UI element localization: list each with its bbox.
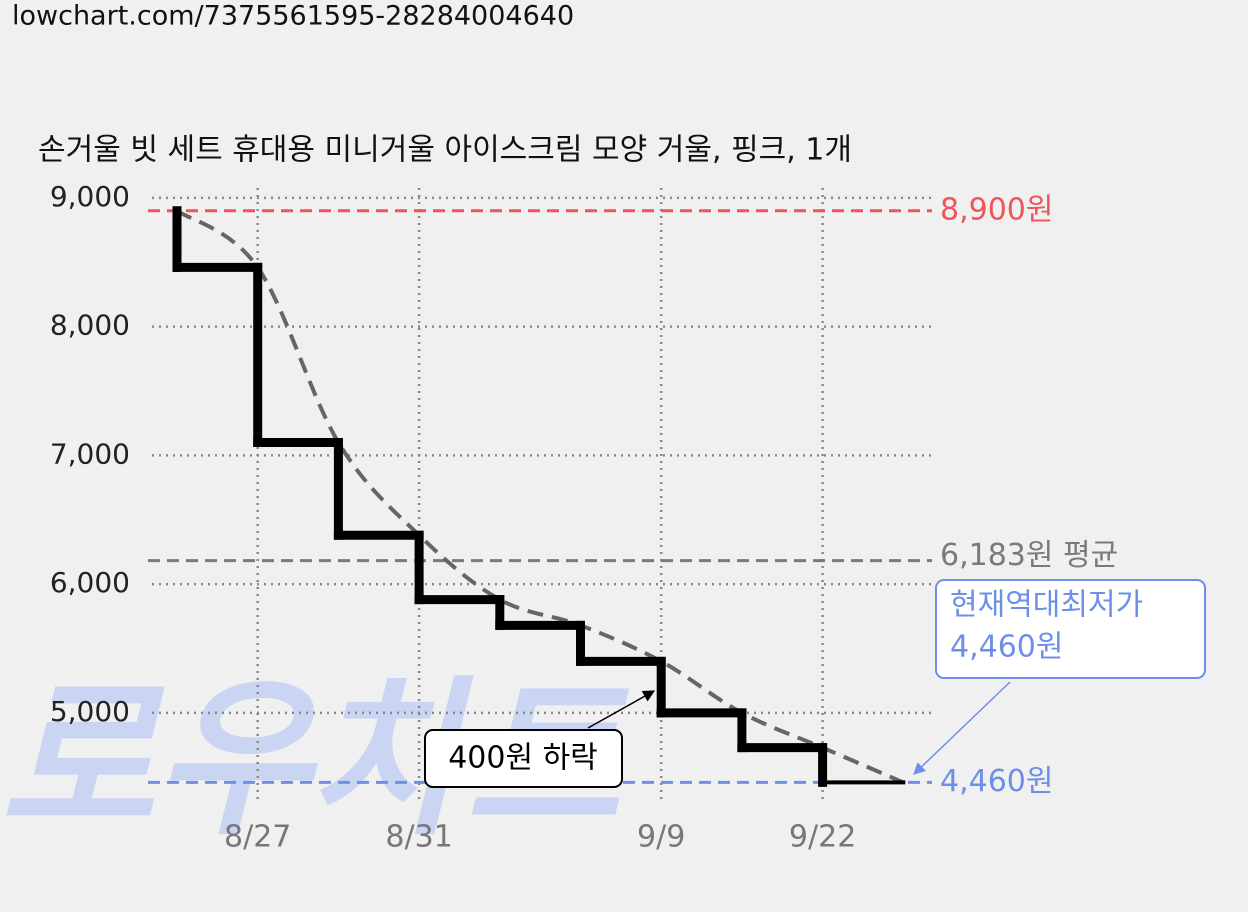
callout-text: 현재역대최저가 (950, 588, 1143, 623)
callout-text: 4,460원 (950, 630, 1063, 665)
y-tick-label: 8,000 (50, 309, 130, 342)
reference-label: 8,900원 (940, 192, 1053, 227)
annotation-arrow (587, 690, 656, 729)
y-tick-label: 6,000 (50, 566, 130, 599)
x-tick-label: 8/27 (224, 820, 291, 855)
annotation-text: 400원 하락 (448, 741, 598, 776)
reference-label: 4,460원 (940, 764, 1053, 799)
trend-line (175, 209, 905, 785)
url: lowchart.com/7375561595-28284004640 (12, 1, 574, 32)
x-tick-label: 9/9 (637, 820, 685, 855)
annotation-box (424, 729, 623, 788)
callout-arrow (913, 681, 1011, 775)
y-tick-label: 5,000 (50, 695, 130, 728)
reference-label: 6,183원 평균 (940, 538, 1118, 573)
x-tick-label: 9/22 (789, 820, 856, 855)
chart-title: 손거울 빗 세트 휴대용 미니거울 아이스크림 모양 거울, 핑크, 1개 (38, 133, 852, 168)
y-tick-label: 7,000 (50, 437, 130, 470)
x-tick-label: 8/31 (385, 820, 452, 855)
y-tick-label: 9,000 (50, 180, 130, 213)
callout-box (935, 579, 1206, 679)
